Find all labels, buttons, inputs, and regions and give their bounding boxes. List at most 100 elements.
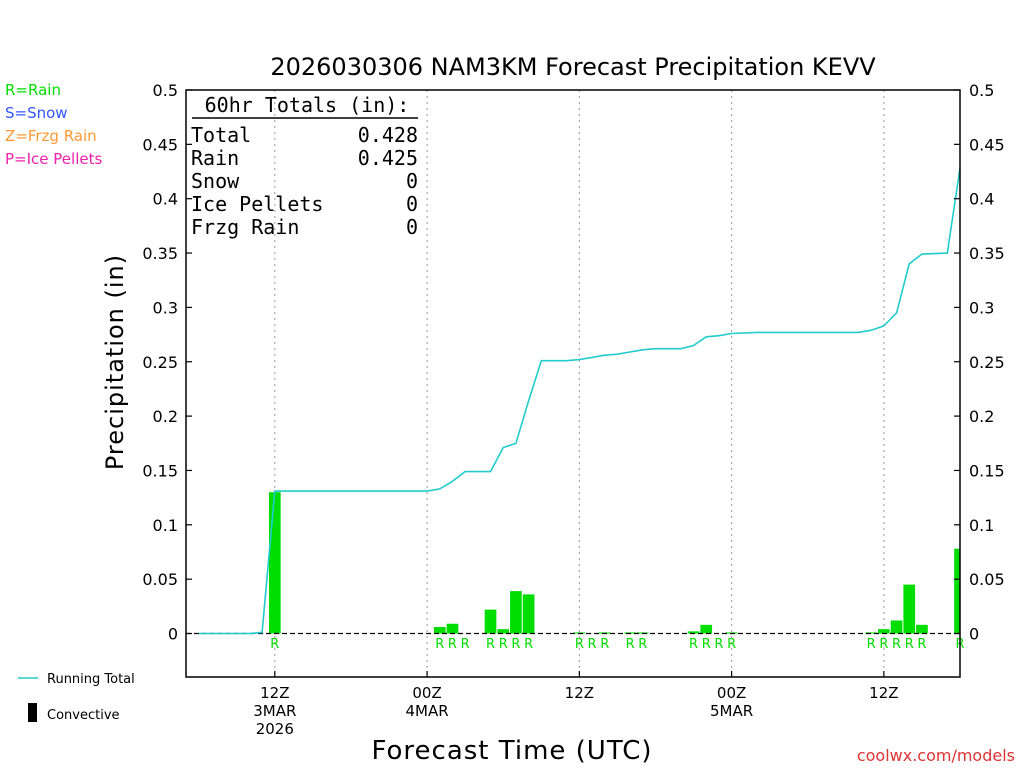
series-legend: Running Total Convective [18,672,135,723]
x-tick-label: 12Z [260,684,289,702]
precip-bar [446,623,459,634]
precip-bar [497,629,510,634]
ptype-label: R [626,637,635,652]
totals-value-snow: 0 [406,169,418,193]
ptype-label: R [270,637,279,652]
totals-value-rain: 0.425 [358,146,418,170]
totals-value-total: 0.428 [358,123,418,147]
precip-bar [687,631,700,634]
totals-label-ice-pellets: Ice Pellets [191,192,323,216]
ptype-label: R [588,637,597,652]
convective-legend-label: Convective [47,708,120,723]
y-tick-label-right: 0.15 [969,461,1005,480]
totals-label-rain: Rain [191,146,239,170]
running-total-legend-label: Running Total [47,672,135,687]
ptype-label: R [435,637,444,652]
totals-label-total: Total [191,123,251,147]
ptype-label: R [905,637,914,652]
precip-bar [890,620,903,634]
ptype-label: R [892,637,901,652]
ptype-label: R [879,637,888,652]
y-tick-label-right: 0.35 [969,244,1005,263]
y-tick-label-left: 0.15 [142,461,178,480]
totals-value-frzg-rain: 0 [406,215,418,239]
legend-ice-pellets: P=Ice Pellets [5,150,102,168]
precip-bar [916,624,928,634]
y-tick-label-right: 0.1 [969,516,994,535]
ptype-label: R [638,637,647,652]
ptype-label: R [448,637,457,652]
ptype-label: R [575,637,584,652]
totals-value-ice-pellets: 0 [406,192,418,216]
y-tick-label-right: 0.3 [969,298,994,317]
totals-heading: 60hr Totals (in): [205,93,410,117]
ptype-label: R [702,637,711,652]
ptype-label: R [714,637,723,652]
ptype-label: R [917,637,926,652]
x-tick-label: 00Z [412,684,441,702]
precip-bar [700,624,713,634]
precip-bar [865,632,878,634]
x-tick-label: 12Z [869,684,898,702]
precip-bar [954,548,960,634]
x-tick-label: 3MAR [253,702,296,720]
credit-text: coolwx.com/models [857,746,1015,765]
precip-bar [903,584,916,634]
ptype-label: R [511,637,520,652]
x-tick-label: 4MAR [405,702,448,720]
x-tick-label: 12Z [565,684,594,702]
y-tick-label-left: 0.45 [142,135,178,154]
ptype-label: R [689,637,698,652]
precip-bar [484,609,497,634]
y-tick-label-left: 0.35 [142,244,178,263]
y-ticks: 0.5 0.5 0.45 0.45 0.4 0.4 0.35 0.35 0.3 0.3 0.25 0.… [142,81,1004,644]
y-tick-label-right: 0.45 [969,135,1005,154]
y-tick-label-right: 0.2 [969,407,994,426]
precip-bar [433,626,446,634]
precip-bar [878,629,890,634]
gridlines [274,90,885,677]
ptype-label: R [727,637,736,652]
ptype-label: R [867,637,876,652]
y-tick-label-right: 0.05 [969,570,1005,589]
totals-label-frzg-rain: Frzg Rain [191,215,299,239]
totals-label-snow: Snow [191,169,240,193]
y-tick-label-left: 0.4 [153,190,178,209]
y-tick-label-left: 0.5 [153,81,178,100]
x-tick-label: 2026 [256,720,294,738]
precip-bar [268,492,281,634]
x-axis-label: Forecast Time (UTC) [371,736,652,766]
y-tick-label-left: 0.25 [142,353,178,372]
precip-bar [510,591,522,634]
bar-series [268,492,960,634]
legend-rain: R=Rain [5,81,61,99]
ptype-label: R [486,637,495,652]
y-tick-label-right: 0.4 [969,190,994,209]
chart-title: 2026030306 NAM3KM Forecast Precipitation… [270,53,876,81]
ptype-label: R [499,637,508,652]
legend-snow: S=Snow [5,104,68,122]
y-tick-label-left: 0.1 [153,516,178,535]
x-tick-label: 5MAR [710,702,753,720]
y-axis-label: Precipitation (in) [101,254,129,470]
y-tick-label-left: 0.3 [153,298,178,317]
y-tick-label-left: 0.2 [153,407,178,426]
plot-frame [185,89,961,678]
y-tick-label-right: 0.25 [969,353,1005,372]
y-tick-label-left: 0 [168,625,178,644]
ptype-label: R [461,637,470,652]
y-tick-label-right: 0 [969,625,979,644]
legend-frzg-rain: Z=Frzg Rain [5,127,97,145]
y-tick-label-right: 0.5 [969,81,994,100]
y-tick-label-left: 0.05 [142,570,178,589]
x-tick-label: 00Z [717,684,746,702]
precip-bar [522,594,535,634]
convective-swatch [28,703,37,722]
ptype-label: R [600,637,609,652]
running-total-line [198,168,961,635]
ptype-label: R [524,637,533,652]
precip-type-legend: R=Rain S=Snow Z=Frzg Rain P=Ice Pellets [5,81,102,168]
